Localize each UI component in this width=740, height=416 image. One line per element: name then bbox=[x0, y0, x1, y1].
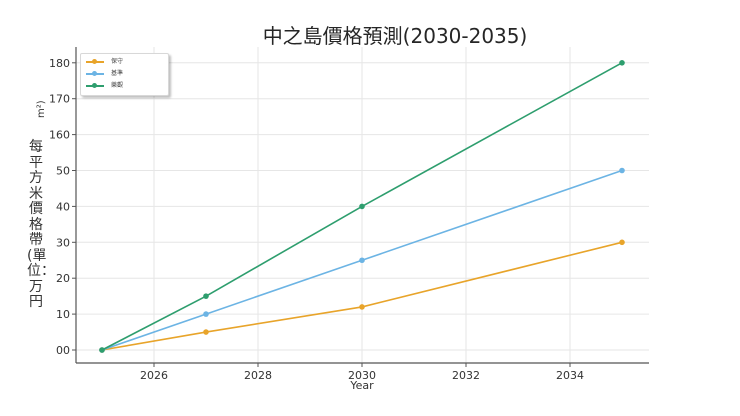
grid-lines bbox=[76, 47, 649, 363]
legend-item-optimistic: 樂觀 bbox=[84, 80, 164, 92]
data-point bbox=[619, 167, 625, 174]
data-point bbox=[99, 347, 105, 353]
legend-marker-icon bbox=[92, 59, 97, 64]
legend-item-conservative: 保守 bbox=[84, 56, 164, 68]
y-tick-label: 40 bbox=[56, 200, 70, 213]
y-tick-label: 170 bbox=[49, 93, 70, 106]
legend-marker-icon bbox=[92, 71, 97, 76]
data-point bbox=[359, 203, 365, 210]
y-tick-label: 20 bbox=[56, 272, 70, 285]
y-tick-label: 30 bbox=[56, 236, 70, 249]
x-tick-label: 2032 bbox=[452, 369, 480, 382]
data-point bbox=[203, 329, 209, 335]
legend-label: 樂觀 bbox=[111, 82, 124, 89]
series-line bbox=[101, 241, 623, 351]
x-tick-label: 2034 bbox=[556, 369, 584, 382]
data-point bbox=[359, 257, 365, 264]
y-tick-label: 00 bbox=[56, 344, 70, 357]
chart-title: 中之島價格預測(2030-2035) bbox=[262, 24, 528, 48]
data-point bbox=[359, 304, 365, 310]
legend-label: 基準 bbox=[111, 70, 124, 77]
data-point bbox=[203, 293, 209, 299]
series-line bbox=[101, 62, 623, 351]
y-axis-unit-fragment: m²) bbox=[36, 100, 47, 118]
x-tick-label: 2026 bbox=[140, 369, 168, 382]
legend-label: 保守 bbox=[111, 58, 124, 65]
x-tick-label: 2030 bbox=[348, 369, 376, 382]
series-line bbox=[101, 169, 623, 351]
y-tick-label: 160 bbox=[49, 129, 70, 142]
x-axis-label: Year bbox=[349, 379, 374, 392]
legend-item-baseline: 基準 bbox=[84, 68, 164, 80]
y-axis-label: 每平方米價格帶(單位：万円 bbox=[27, 139, 55, 310]
x-tick-label: 2028 bbox=[244, 369, 272, 382]
data-point bbox=[203, 311, 209, 317]
chart-legend: 保守 基準 樂觀 bbox=[80, 53, 169, 96]
y-tick-label: 180 bbox=[49, 57, 70, 70]
data-point bbox=[619, 60, 625, 66]
data-point bbox=[619, 239, 625, 246]
y-tick-label: 50 bbox=[56, 165, 70, 178]
data-series bbox=[99, 60, 625, 353]
legend-marker-icon bbox=[92, 83, 97, 88]
y-tick-label: 10 bbox=[56, 308, 70, 321]
